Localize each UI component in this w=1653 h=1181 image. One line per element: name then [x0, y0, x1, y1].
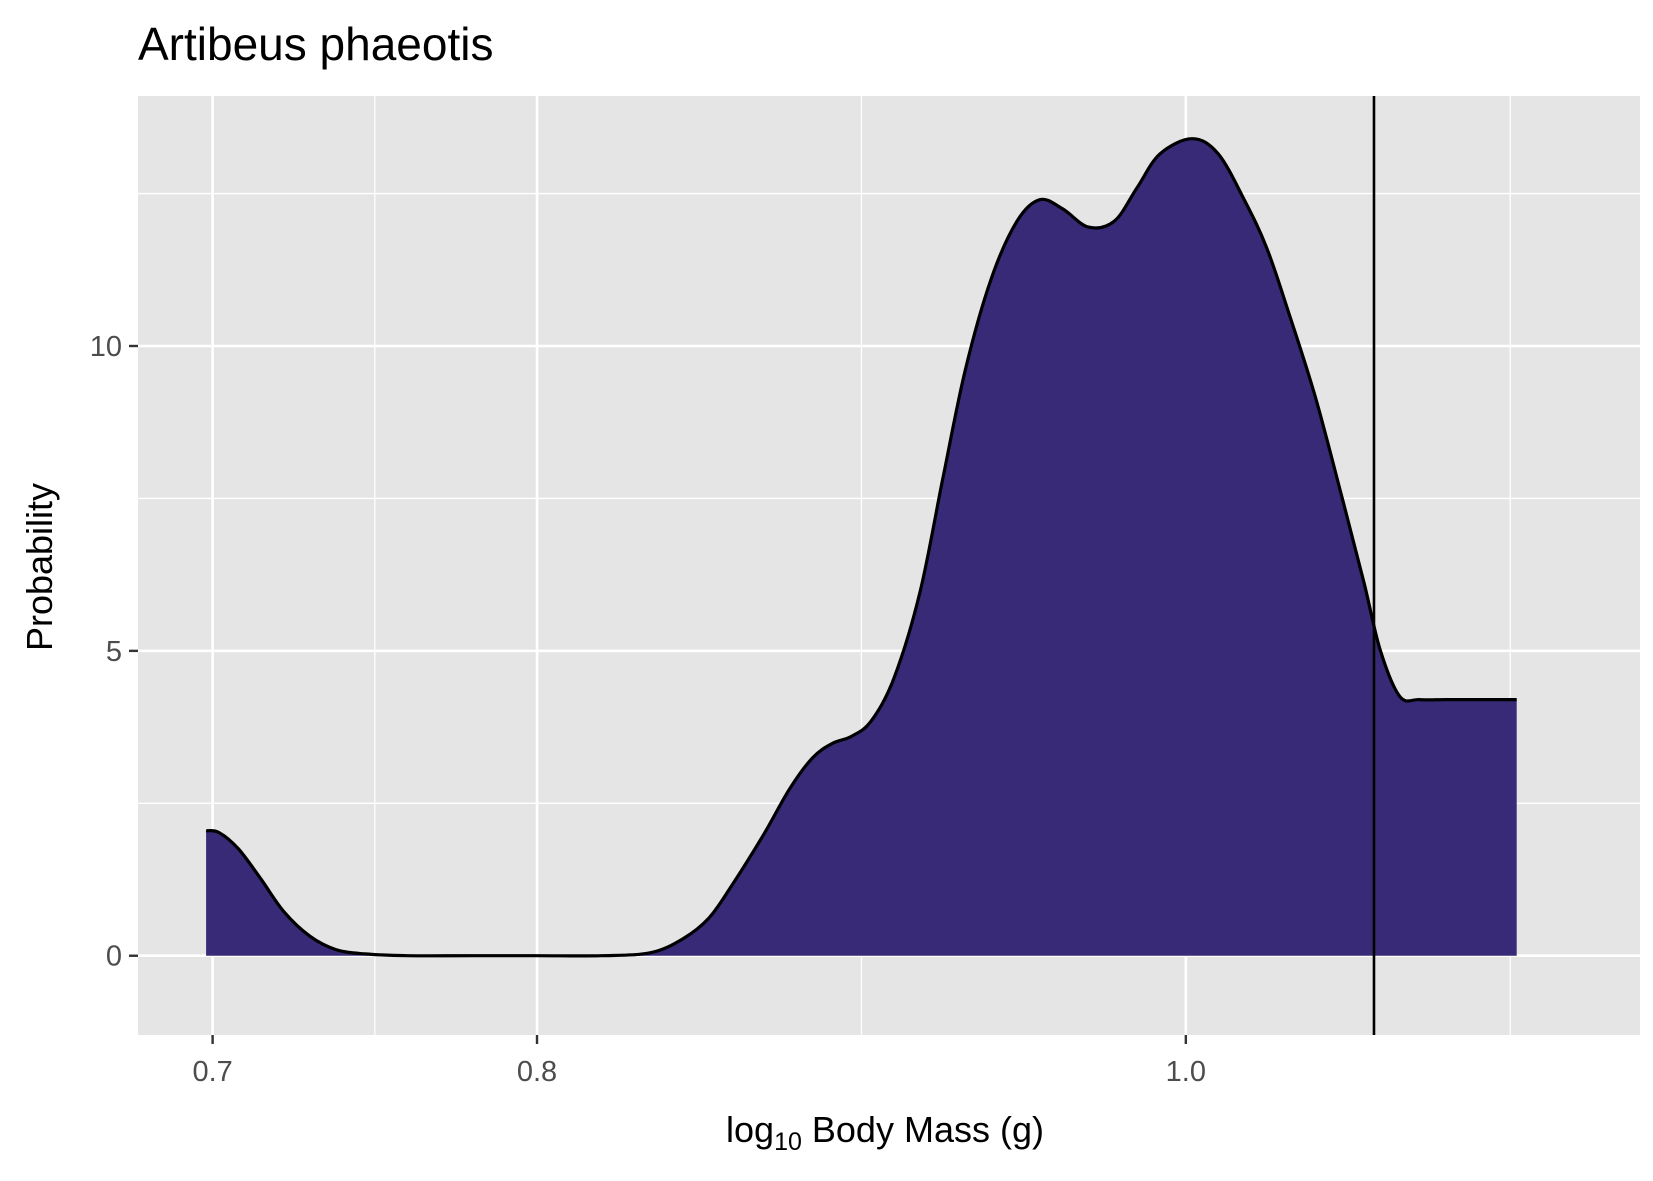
y-tick-label: 10: [90, 331, 122, 363]
chart-title: Artibeus phaeotis: [138, 18, 493, 70]
y-axis-title: Probability: [19, 483, 60, 651]
x-tick-label: 1.0: [1166, 1056, 1206, 1088]
x-tick-label: 0.8: [517, 1056, 557, 1088]
x-axis-title: log10 Body Mass (g): [726, 1109, 1044, 1156]
density-area: [205, 137, 1517, 958]
y-tick-label: 0: [106, 941, 122, 973]
x-axis-title-rest: Body Mass (g): [802, 1109, 1044, 1150]
x-axis-title-log: log: [726, 1109, 774, 1150]
density-fill: [206, 138, 1517, 956]
density-outline: [205, 137, 1517, 958]
x-axis-title-subscript: 10: [774, 1128, 802, 1156]
x-tick-label: 0.7: [192, 1056, 232, 1088]
axes: 0.7 0.8 1.0 0 5 10: [90, 331, 1206, 1088]
y-tick-label: 5: [106, 636, 122, 668]
